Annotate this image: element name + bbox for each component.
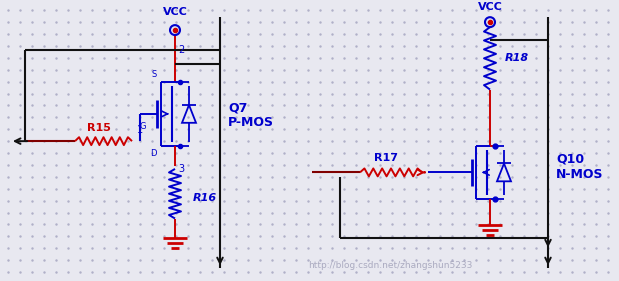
Text: N-MOS: N-MOS [556, 168, 604, 181]
Text: VCC: VCC [163, 7, 188, 17]
Text: R15: R15 [87, 123, 110, 133]
Text: 3: 3 [178, 164, 184, 174]
Text: R18: R18 [505, 53, 529, 63]
Text: R16: R16 [193, 193, 217, 203]
Text: P-MOS: P-MOS [228, 116, 274, 129]
Text: D: D [150, 149, 157, 158]
Text: 2: 2 [178, 45, 184, 55]
Text: VCC: VCC [478, 2, 503, 12]
Text: G: G [140, 122, 146, 131]
Text: R17: R17 [374, 153, 398, 164]
Text: 1: 1 [137, 125, 143, 135]
Text: Q10: Q10 [556, 153, 584, 166]
Text: http://blog.csdn.net/zhangshun5233: http://blog.csdn.net/zhangshun5233 [308, 261, 472, 270]
Text: Q7: Q7 [228, 101, 248, 114]
Text: S: S [152, 70, 157, 79]
